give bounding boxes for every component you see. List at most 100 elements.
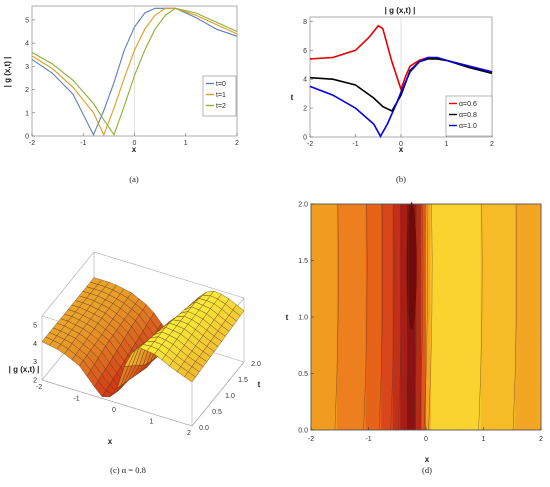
panel-d-contour-line	[478, 203, 483, 431]
panel-c-surface-patch	[184, 371, 196, 383]
panel-d-contour-band	[365, 204, 382, 430]
panel-c-ttick-label: 1.0	[225, 393, 235, 400]
panel-c-box-edge	[191, 361, 245, 427]
panel-c-box-edge	[41, 251, 95, 317]
panel-d-contour-line	[334, 203, 339, 431]
panel-a-line-chart: -2 -1 0 1 2 0 1 2 3 4 5 x | g (x,t) | t=0 t=1 t=2 (a…	[3, 5, 239, 184]
panel-b-xlabel: x	[399, 145, 404, 154]
panel-c-xtick-label: 1	[150, 419, 154, 426]
panel-b-xtick-label: 1	[445, 141, 449, 148]
panel-a-ytick-label: 0	[25, 134, 29, 141]
panel-b-ytick-label: 0	[303, 135, 307, 142]
panel-b-ylabel: t	[291, 93, 294, 102]
panel-d-contour-band	[392, 204, 401, 430]
panel-a-xtick-label: -1	[80, 140, 86, 147]
panel-d-contour-line	[512, 203, 517, 431]
panel-d-contour-line	[423, 203, 428, 431]
panel-c-ztick-label: 5	[33, 323, 37, 330]
panel-c-xtick-label: -2	[36, 384, 42, 391]
panel-d-contour-line	[363, 203, 368, 431]
panel-d-xtick-label: 0	[424, 436, 428, 443]
panel-d-contour-band	[400, 204, 408, 430]
panel-d-contour-band	[421, 204, 427, 430]
panel-d-contour-line	[397, 203, 402, 431]
panel-a-caption: (a)	[129, 174, 139, 184]
panel-d-caption: (d)	[422, 465, 432, 475]
panel-d-contour-line	[419, 203, 424, 431]
panel-c-ttick-label: 2.0	[251, 361, 261, 368]
panel-d-ylabel: t	[286, 313, 289, 322]
panel-a-legend-label: t=2	[216, 103, 226, 110]
panel-a-legend-label: t=1	[216, 92, 226, 99]
panel-a-legend: t=0 t=1 t=2	[202, 75, 237, 117]
panel-a-series-line	[31, 7, 238, 137]
panel-c-tlabel: t	[258, 380, 261, 389]
panel-d-contour-band	[311, 204, 338, 430]
panel-a-ylabel: | g (x,t) |	[3, 57, 12, 88]
panel-c-zlabel: | g (x,t) |	[9, 365, 40, 374]
panel-b-xtick-label: -1	[352, 141, 358, 148]
panel-b-ytick-label: 6	[303, 48, 307, 55]
panel-b-caption: (b)	[396, 174, 406, 184]
panel-d-xtick-label: -2	[308, 436, 314, 443]
panel-b-legend-label: α=0.8	[459, 112, 477, 119]
panel-c-xtick-label: 0	[112, 407, 116, 414]
panel-d-contour-band	[381, 204, 394, 430]
panel-a-ytick-label: 1	[25, 110, 29, 117]
panel-b-legend-label: α=1.0	[459, 123, 477, 130]
panel-c-surface-plot: -2 -1 0 1 2 0.0 0.5 1.0 1.5 2.0 2 3 4 5 | g (x,t) | x…	[9, 251, 261, 475]
panel-b-ytick-label: 4	[303, 77, 307, 84]
panel-c-xtick-label: -1	[73, 396, 79, 403]
panel-d-contour-line	[404, 203, 409, 431]
panel-b-xtick-label: 2	[490, 141, 494, 148]
panel-d-ytick-label: 0.5	[298, 371, 308, 378]
panel-d-xtick-label: -1	[365, 436, 371, 443]
panel-d-contour-core	[406, 202, 417, 331]
panel-c-box-edge	[93, 251, 245, 299]
panel-a-ytick-label: 4	[25, 41, 29, 48]
panel-c-ttick-label: 0.0	[199, 425, 209, 432]
panel-c-box-edge	[41, 379, 193, 427]
panel-d-ytick-label: 1.5	[298, 258, 308, 265]
panel-d-contour-band	[480, 204, 516, 430]
panel-d-contour-band	[336, 204, 367, 430]
panel-d-contour-band	[515, 204, 542, 430]
panel-c-surface	[41, 277, 245, 398]
panel-c-ztick-label: 3	[33, 359, 37, 366]
panel-a-series-line	[31, 7, 238, 137]
panel-a-ytick-label: 2	[25, 87, 29, 94]
panel-c-xlabel: x	[108, 437, 113, 446]
panel-b-legend: α=0.6 α=0.8 α=1.0	[445, 95, 493, 137]
panel-c-xtick-label: 2	[187, 430, 191, 437]
panel-d-ytick-label: 0.0	[298, 428, 308, 435]
panel-a-xtick-label: -2	[29, 140, 35, 147]
panel-a-series-line	[31, 7, 238, 137]
panel-c-ttick-label: 0.5	[212, 409, 222, 416]
panel-d-contour-line	[390, 203, 395, 431]
panel-d-ytick-label: 1.0	[298, 315, 308, 322]
panel-c-ttick-label: 1.5	[238, 377, 248, 384]
panel-d-contour-plot: -2 -1 0 1 2 0.0 0.5 1.0 1.5 2.0 x t (d)	[286, 202, 543, 476]
panel-b-xtick-label: -2	[307, 141, 313, 148]
panel-a-xtick-label: 2	[235, 140, 239, 147]
panel-b-title: | g (x,t) |	[385, 6, 416, 15]
panel-d-contour-band	[430, 204, 482, 430]
panel-d-ytick-label: 2.0	[298, 202, 308, 209]
panel-a-legend-label: t=0	[216, 81, 226, 88]
panel-d-xlabel: x	[425, 455, 430, 464]
panel-d-xtick-label: 2	[539, 436, 543, 443]
panel-d-xtick-label: 1	[482, 436, 486, 443]
panel-d-contour-band	[415, 204, 422, 430]
panel-a-xlabel: x	[132, 145, 137, 154]
panel-a-ytick-label: 3	[25, 64, 29, 71]
panel-d-contour-line	[378, 203, 383, 431]
panel-a-xtick-label: 1	[184, 140, 188, 147]
panel-b-ytick-label: 8	[303, 19, 307, 26]
panel-b-series-line	[309, 56, 493, 138]
panel-d-contour-band	[426, 204, 432, 430]
panel-a-xtick-label: 0	[133, 140, 137, 147]
panel-b-xtick-label: 0	[399, 141, 403, 148]
panel-b-ytick-label: 2	[303, 106, 307, 113]
